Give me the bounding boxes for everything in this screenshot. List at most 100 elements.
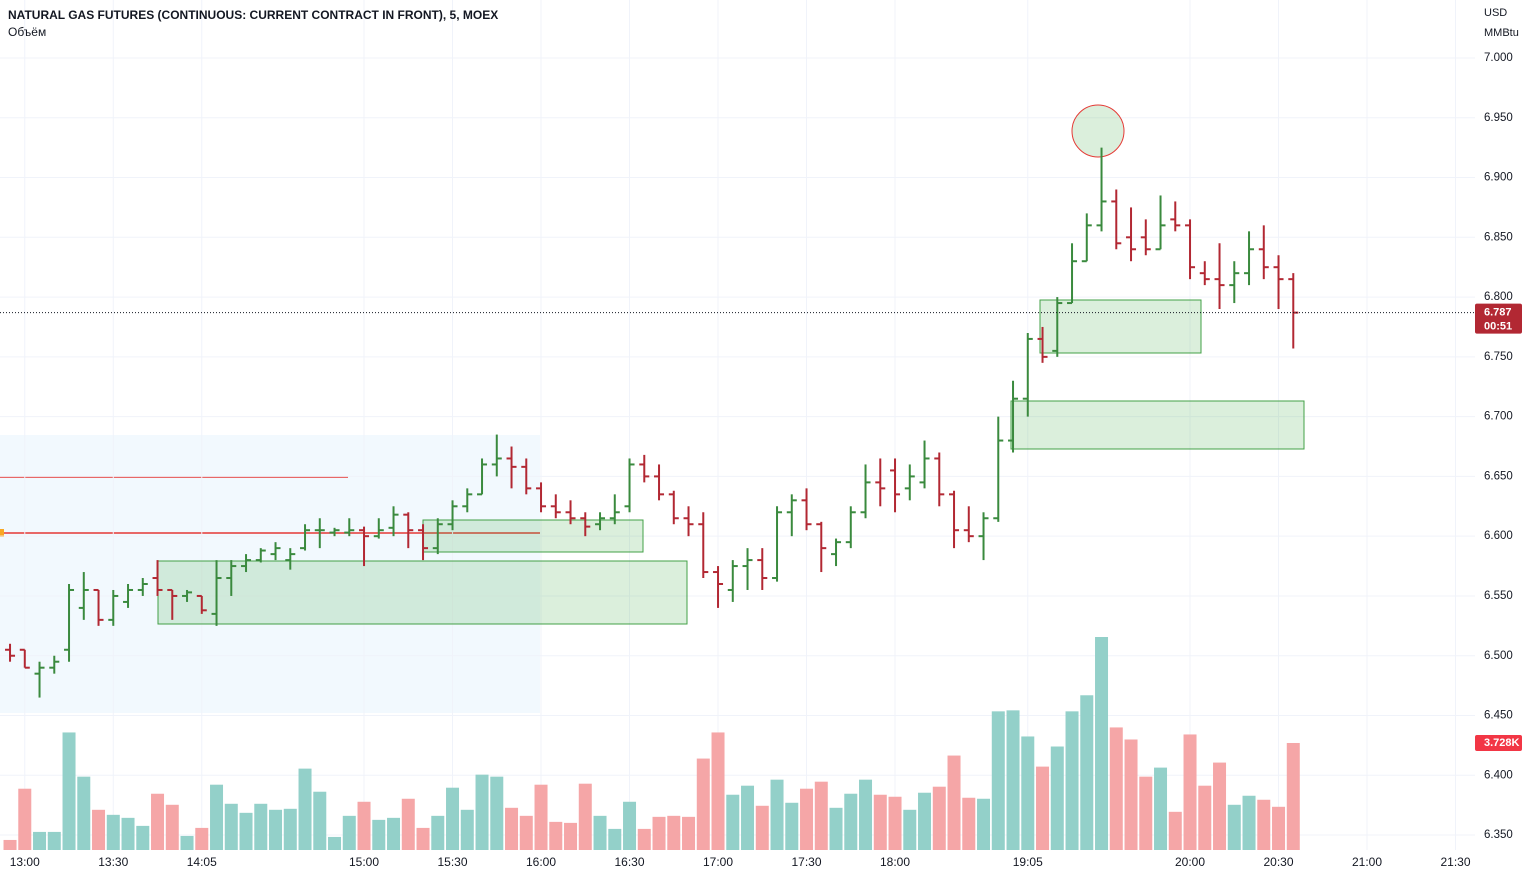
zone-box	[422, 519, 644, 553]
volume-legend: Объём	[8, 25, 46, 39]
volume-bar	[401, 798, 415, 850]
volume-bar	[534, 784, 548, 850]
volume-bar	[1154, 767, 1168, 850]
volume-bar	[1124, 739, 1138, 850]
y-tick-label: 6.900	[1484, 172, 1513, 184]
volume-bar	[224, 803, 238, 850]
volume-bar	[711, 732, 725, 850]
x-tick-label: 18:00	[880, 855, 910, 869]
volume-bar	[770, 779, 784, 850]
volume-bar	[844, 793, 858, 850]
volume-bar	[106, 814, 120, 850]
zone-box	[1010, 400, 1305, 450]
zone-box	[1039, 299, 1202, 354]
volume-bar	[357, 801, 371, 850]
volume-bar	[977, 798, 991, 850]
volume-bar	[859, 779, 873, 850]
volume-bar	[342, 815, 356, 850]
volume-bar	[667, 815, 681, 850]
volume-bar	[431, 815, 445, 850]
volume-bar	[328, 836, 342, 850]
volume-bar	[519, 815, 533, 850]
volume-bar	[136, 825, 150, 850]
volume-bar	[888, 796, 902, 850]
countdown-label: 00:51	[1484, 321, 1512, 333]
volume-bar	[283, 808, 297, 850]
volume-bar	[785, 802, 799, 850]
volume-bar	[1080, 695, 1094, 850]
volume-bar	[239, 812, 253, 850]
x-tick-label: 13:30	[98, 855, 128, 869]
volume-bar	[726, 794, 740, 850]
chart-title: NATURAL GAS FUTURES (CONTINUOUS: CURRENT…	[8, 8, 498, 22]
y-tick-label: 6.550	[1484, 590, 1513, 602]
volume-bar	[1021, 736, 1035, 850]
volume-bar	[47, 831, 61, 850]
volume-bar	[475, 774, 489, 850]
x-tick-label: 21:30	[1441, 855, 1471, 869]
volume-bar	[490, 776, 504, 850]
volume-bar	[210, 784, 224, 850]
volume-bar	[1050, 746, 1064, 850]
currency: USD	[1484, 7, 1507, 19]
last-price-label: 6.787	[1484, 307, 1512, 319]
volume-bar	[77, 776, 91, 850]
volume-bar	[873, 794, 887, 850]
y-tick-label: 6.850	[1484, 231, 1513, 243]
volume-bar	[254, 803, 268, 850]
y-tick-label: 6.700	[1484, 411, 1513, 423]
volume-bar	[829, 807, 843, 850]
volume-bar	[416, 827, 430, 850]
volume-bar	[298, 768, 312, 850]
volume-bar	[918, 792, 932, 850]
y-tick-label: 6.600	[1484, 530, 1513, 542]
volume-bar	[755, 805, 769, 850]
volume-bar	[313, 791, 327, 850]
x-tick-label: 20:00	[1175, 855, 1205, 869]
volume-bar	[593, 815, 607, 850]
volume-bar	[18, 788, 32, 850]
volume-bar	[564, 822, 578, 850]
volume-bar	[92, 809, 106, 850]
last-price-box	[1475, 303, 1522, 334]
x-tick-label: 19:05	[1013, 855, 1043, 869]
x-tick-label: 17:00	[703, 855, 733, 869]
x-tick-label: 16:00	[526, 855, 556, 869]
volume-bar	[180, 835, 194, 850]
volume-bar	[814, 781, 828, 850]
x-tick-label: 14:05	[187, 855, 217, 869]
volume-bar	[1198, 785, 1212, 850]
volume-bar	[460, 809, 474, 850]
volume-bar	[151, 793, 165, 850]
volume-bar	[623, 801, 637, 850]
volume-bar	[800, 788, 814, 850]
price-bars	[5, 147, 1299, 698]
level-handle	[0, 529, 4, 537]
volume-bar	[121, 817, 135, 850]
volume-bar	[1095, 637, 1109, 850]
y-tick-label: 6.950	[1484, 112, 1513, 124]
y-tick-label: 6.450	[1484, 710, 1513, 722]
zones	[157, 104, 1305, 625]
volume-bar	[932, 786, 946, 850]
volume-bar	[1286, 742, 1300, 850]
volume-label-box	[1475, 734, 1522, 751]
volume-bar	[505, 807, 519, 850]
volume-bar	[195, 827, 209, 850]
volume-bar	[446, 787, 460, 850]
volume-bar	[1242, 795, 1256, 850]
x-tick-label: 17:30	[792, 855, 822, 869]
volume-bar	[165, 804, 179, 850]
volume-bar	[387, 817, 401, 850]
volume-bar	[1139, 776, 1153, 850]
volume-bar	[637, 828, 651, 850]
volume-bar	[1006, 710, 1020, 850]
y-tick-label: 6.800	[1484, 291, 1513, 303]
volume-bar	[1272, 806, 1286, 850]
y-tick-label: 6.650	[1484, 470, 1513, 482]
volume-bar	[903, 809, 917, 850]
axes: 7.000 6.950 6.900 6.850 6.800 6.750 6.700 6.650…	[0, 52, 1522, 869]
grid	[0, 0, 1475, 850]
volume-bar	[962, 797, 976, 850]
